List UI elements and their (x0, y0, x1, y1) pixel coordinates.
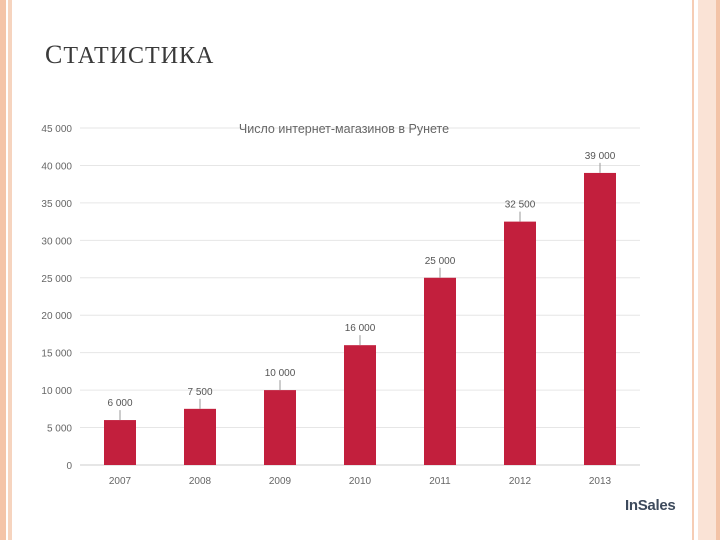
bar (504, 221, 536, 465)
value-label: 6 000 (107, 398, 132, 409)
x-tick-label: 2007 (109, 476, 132, 487)
bar (264, 390, 296, 465)
x-tick-label: 2013 (589, 476, 612, 487)
bars (104, 172, 616, 465)
bar (344, 345, 376, 465)
left-decor-stripe (0, 0, 12, 540)
y-tick-label: 5 000 (47, 424, 72, 435)
y-tick-label: 30 000 (41, 236, 72, 247)
y-tick-label: 40 000 (41, 161, 72, 172)
value-label: 7 500 (187, 387, 212, 398)
bar (184, 408, 216, 465)
value-labels: 6 000 7 500 10 000 16 000 25 000 32 500 39 000 (107, 151, 616, 421)
y-tick-label: 0 (66, 461, 72, 472)
y-tick-label: 15 000 (41, 349, 72, 360)
x-axis-ticks: 2007 2008 2009 2010 2011 2012 2013 (109, 476, 612, 487)
value-label: 16 000 (345, 323, 376, 334)
bar (424, 277, 456, 465)
x-tick-label: 2010 (349, 476, 372, 487)
bar (584, 172, 616, 465)
insales-logo: InSales (625, 497, 676, 514)
right-decor-stripe (690, 0, 720, 540)
y-tick-label: 25 000 (41, 274, 72, 285)
y-axis-ticks: 0 5 000 10 000 15 000 20 000 25 000 30 000 35 0… (41, 124, 72, 472)
value-label: 32 500 (505, 200, 536, 211)
value-label: 10 000 (265, 368, 296, 379)
x-tick-label: 2009 (269, 476, 292, 487)
y-tick-label: 10 000 (41, 386, 72, 397)
x-tick-label: 2011 (429, 476, 451, 487)
y-tick-label: 45 000 (41, 124, 72, 135)
slide-title: СТАТИСТИКА (45, 40, 214, 70)
x-tick-label: 2008 (189, 476, 212, 487)
slide-title-initial: С (45, 40, 64, 69)
slide-title-rest: ТАТИСТИКА (63, 43, 215, 69)
value-label: 25 000 (425, 256, 456, 267)
y-tick-label: 20 000 (41, 311, 72, 322)
bar (104, 420, 136, 465)
x-tick-label: 2012 (509, 476, 532, 487)
chart-title: Число интернет-магазинов в Рунете (239, 122, 449, 136)
value-label: 39 000 (585, 151, 616, 162)
y-tick-label: 35 000 (41, 199, 72, 210)
